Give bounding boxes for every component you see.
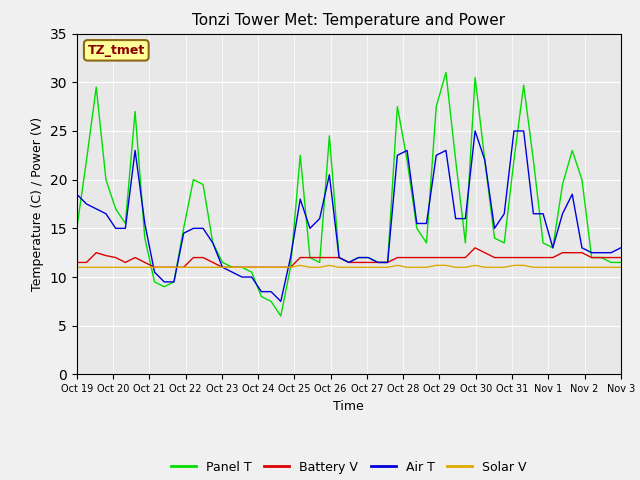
- Panel T: [102, 177, 110, 182]
- Air T: [316, 216, 323, 221]
- Text: TZ_tmet: TZ_tmet: [88, 44, 145, 57]
- Battery V: [228, 264, 236, 270]
- Solar V: [296, 263, 304, 268]
- Solar V: [316, 264, 323, 270]
- Solar V: [102, 264, 110, 270]
- Line: Solar V: Solar V: [77, 265, 621, 267]
- Solar V: [617, 264, 625, 270]
- Battery V: [461, 255, 469, 261]
- Battery V: [92, 250, 100, 255]
- Title: Tonzi Tower Met: Temperature and Power: Tonzi Tower Met: Temperature and Power: [192, 13, 506, 28]
- Air T: [277, 299, 285, 304]
- Air T: [471, 128, 479, 134]
- Line: Air T: Air T: [77, 131, 621, 301]
- Solar V: [219, 264, 227, 270]
- Air T: [461, 216, 469, 221]
- Air T: [452, 216, 460, 221]
- Solar V: [452, 264, 460, 270]
- Panel T: [442, 70, 450, 75]
- Air T: [102, 211, 110, 216]
- Battery V: [150, 264, 158, 270]
- Panel T: [316, 260, 323, 265]
- Battery V: [102, 253, 110, 259]
- Panel T: [92, 84, 100, 90]
- Solar V: [92, 264, 100, 270]
- Y-axis label: Temperature (C) / Power (V): Temperature (C) / Power (V): [31, 117, 44, 291]
- Air T: [73, 192, 81, 197]
- Panel T: [277, 313, 285, 319]
- X-axis label: Time: Time: [333, 400, 364, 413]
- Air T: [219, 264, 227, 270]
- Panel T: [461, 240, 469, 246]
- Battery V: [316, 255, 323, 261]
- Panel T: [219, 260, 227, 265]
- Battery V: [471, 245, 479, 251]
- Air T: [92, 206, 100, 212]
- Line: Battery V: Battery V: [77, 248, 621, 267]
- Panel T: [471, 74, 479, 80]
- Solar V: [73, 264, 81, 270]
- Line: Panel T: Panel T: [77, 72, 621, 316]
- Panel T: [617, 260, 625, 265]
- Battery V: [452, 255, 460, 261]
- Legend: Panel T, Battery V, Air T, Solar V: Panel T, Battery V, Air T, Solar V: [166, 456, 531, 479]
- Panel T: [73, 226, 81, 231]
- Battery V: [73, 260, 81, 265]
- Air T: [617, 245, 625, 251]
- Battery V: [617, 255, 625, 261]
- Solar V: [461, 264, 469, 270]
